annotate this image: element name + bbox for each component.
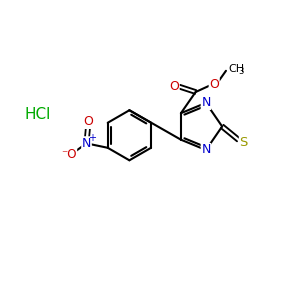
Text: O: O — [209, 78, 219, 91]
Text: N: N — [201, 96, 211, 110]
Text: O: O — [169, 80, 179, 93]
Text: N: N — [82, 137, 91, 150]
Text: ⁻O: ⁻O — [61, 148, 76, 161]
Text: HCl: HCl — [25, 107, 51, 122]
Text: S: S — [239, 136, 248, 148]
Text: N: N — [201, 143, 211, 157]
Text: O: O — [83, 116, 93, 128]
Text: +: + — [88, 133, 96, 143]
Text: 3: 3 — [238, 67, 244, 76]
Text: CH: CH — [228, 64, 244, 74]
